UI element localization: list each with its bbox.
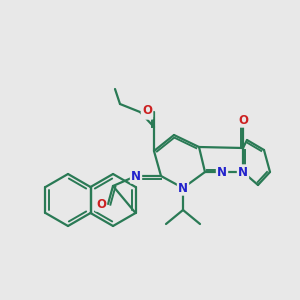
Text: O: O <box>142 106 152 118</box>
Text: O: O <box>142 106 152 118</box>
Text: O: O <box>238 113 248 127</box>
Text: O: O <box>142 103 152 116</box>
Text: N: N <box>217 166 227 178</box>
Text: N: N <box>131 169 141 182</box>
Text: N: N <box>178 182 188 194</box>
Text: N: N <box>217 166 227 178</box>
Text: N: N <box>238 166 248 178</box>
Text: N: N <box>178 182 188 194</box>
Text: O: O <box>96 197 106 211</box>
Text: N: N <box>131 169 141 182</box>
Text: O: O <box>238 113 248 127</box>
Text: O: O <box>142 103 152 116</box>
Text: O: O <box>96 197 106 211</box>
Text: N: N <box>238 166 248 178</box>
